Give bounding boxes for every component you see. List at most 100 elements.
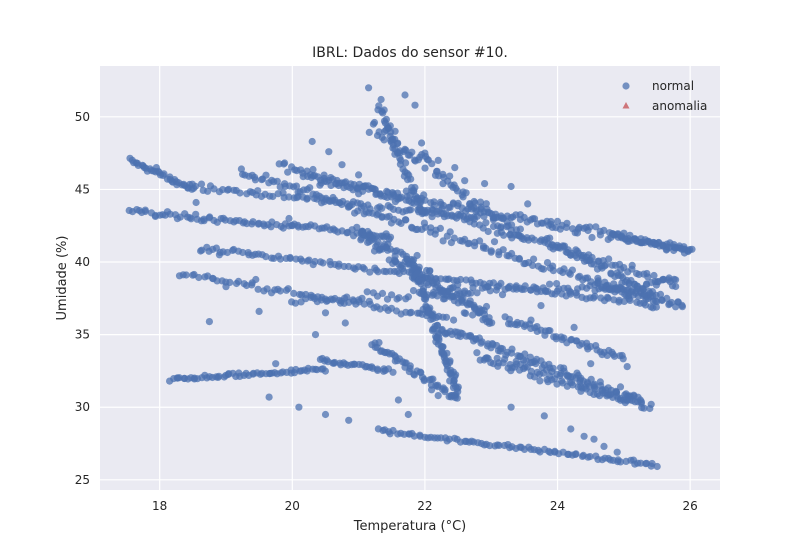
scatter-point [394, 139, 402, 147]
scatter-point [169, 178, 177, 186]
scatter-point [586, 282, 594, 290]
scatter-point [308, 137, 316, 146]
scatter-point [404, 293, 412, 301]
scatter-point [421, 149, 429, 157]
scatter-point [650, 271, 658, 280]
scatter-point [441, 388, 449, 396]
scatter-point [426, 267, 434, 275]
scatter-point [585, 382, 593, 390]
scatter-point [450, 234, 458, 242]
scatter-point [404, 410, 412, 419]
scatter-point [311, 257, 319, 266]
scatter-point [570, 323, 578, 331]
scatter-point [379, 109, 387, 117]
scatter-point [521, 350, 529, 358]
scatter-point [407, 206, 415, 214]
scatter-point [644, 273, 652, 281]
scatter-point [265, 393, 273, 401]
scatter-point [377, 192, 385, 200]
scatter-point [600, 226, 608, 234]
scatter-point [433, 321, 441, 330]
scatter-point [515, 254, 524, 263]
scatter-point [647, 462, 655, 470]
scatter-point [276, 287, 284, 295]
scatter-point [254, 187, 262, 195]
legend-marker-anomalia [622, 102, 630, 109]
scatter-point [471, 242, 479, 250]
scatter-point [561, 242, 569, 250]
scatter-point [357, 204, 365, 212]
scatter-point [389, 368, 397, 376]
scatter-point [377, 95, 385, 104]
x-tick-label: 20 [285, 499, 300, 513]
scatter-point [197, 180, 206, 188]
scatter-point [546, 280, 554, 288]
scatter-point [429, 312, 437, 320]
scatter-point [446, 358, 454, 367]
y-axis-label: Umidade (%) [55, 236, 70, 321]
scatter-point [484, 227, 492, 236]
scatter-point [378, 289, 387, 297]
scatter-point [569, 381, 577, 389]
scatter-point [524, 200, 532, 208]
scatter-point [536, 377, 544, 385]
legend-label-anomalia: anomalia [652, 99, 707, 113]
scatter-point [295, 403, 303, 411]
scatter-point [311, 331, 320, 339]
scatter-point [375, 128, 383, 136]
scatter-point [542, 288, 550, 296]
scatter-point [469, 311, 477, 319]
scatter-point [591, 292, 599, 300]
scatter-point [410, 264, 418, 272]
scatter-point [628, 261, 636, 269]
scatter-point [385, 235, 393, 243]
scatter-point [653, 462, 661, 471]
scatter-point [499, 246, 507, 254]
scatter-point [448, 284, 456, 292]
scatter-point [396, 149, 404, 157]
scatter-point [215, 372, 223, 380]
scatter-point [636, 396, 645, 404]
scatter-point [567, 288, 575, 296]
scatter-point [484, 283, 492, 291]
y-tick-label: 45 [75, 182, 90, 196]
scatter-point [262, 171, 270, 179]
x-tick-label: 24 [550, 499, 565, 513]
scatter-point [262, 253, 270, 261]
scatter-point [588, 233, 596, 242]
scatter-point [490, 238, 499, 246]
scatter-point [601, 262, 609, 270]
scatter-point [386, 122, 394, 130]
scatter-point [306, 184, 314, 192]
scatter-point [380, 136, 388, 144]
scatter-point [556, 372, 564, 380]
scatter-point [497, 223, 505, 231]
scatter-point [305, 256, 313, 264]
scatter-point [410, 256, 418, 264]
scatter-point [457, 275, 465, 284]
scatter-point [431, 230, 439, 238]
scatter-point [586, 453, 594, 461]
scatter-point [420, 191, 428, 199]
scatter-point [284, 285, 292, 293]
scatter-point [353, 223, 361, 231]
scatter-point [520, 235, 528, 243]
legend-label-normal: normal [652, 79, 694, 93]
legend-marker-normal [622, 82, 630, 90]
scatter-point [327, 181, 335, 190]
scatter-point [594, 277, 602, 285]
scatter-point [141, 207, 149, 216]
scatter-point [498, 291, 507, 299]
scatter-point [160, 170, 168, 178]
scatter-point [325, 148, 333, 156]
scatter-point [383, 193, 391, 201]
scatter-point [643, 280, 651, 289]
scatter-point [286, 253, 294, 262]
scatter-point [434, 156, 442, 164]
scatter-point [482, 302, 491, 311]
scatter-point [553, 217, 562, 225]
scatter-point [422, 293, 430, 301]
scatter-point [507, 403, 515, 411]
scatter-point [417, 277, 425, 285]
